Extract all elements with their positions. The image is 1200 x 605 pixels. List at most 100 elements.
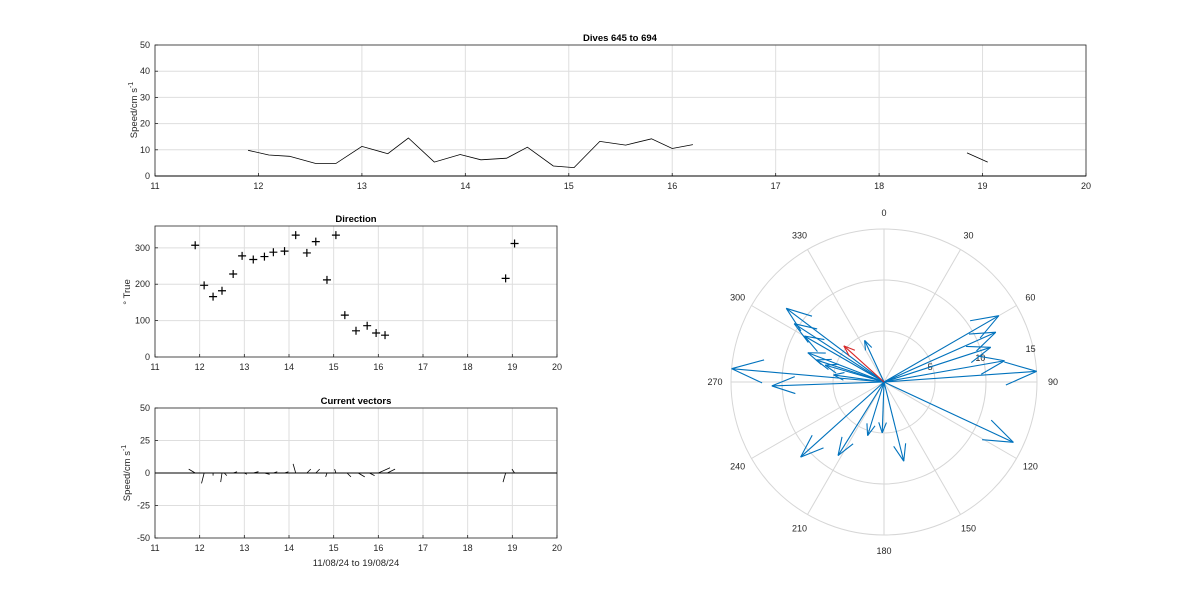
vector-stick xyxy=(358,472,365,478)
vector-stick xyxy=(315,468,320,474)
vectors-xtick-label: 15 xyxy=(329,543,339,553)
speed-xtick-label: 14 xyxy=(460,181,470,191)
vector-stick xyxy=(253,471,259,474)
vector-stick xyxy=(292,463,297,474)
compass-latest-arrow xyxy=(843,345,885,383)
arrow-head-barb xyxy=(843,345,856,351)
compass-angle-label: 60 xyxy=(1025,293,1035,303)
vector-stick xyxy=(306,468,312,474)
compass-spoke xyxy=(807,381,885,515)
compass-radius-label: 15 xyxy=(1026,344,1036,354)
compass-angle-label: 180 xyxy=(876,546,891,556)
arrow-head-barb xyxy=(800,447,824,458)
arrow-shaft xyxy=(883,381,905,462)
vector-stick xyxy=(284,471,289,474)
arrow-shaft xyxy=(807,352,885,383)
speed-ytick-label: 40 xyxy=(140,66,150,76)
arrow-shaft xyxy=(771,381,885,387)
vector-stick xyxy=(511,468,515,474)
vectors-ytick-label: -25 xyxy=(137,501,150,511)
arrow-head-barb xyxy=(893,445,905,462)
arrow-head-barb xyxy=(878,422,883,434)
direction-point-marker xyxy=(280,247,289,256)
arrow-head-barb xyxy=(793,323,809,343)
vectors-xtick-label: 17 xyxy=(418,543,428,553)
arrow-head-barb xyxy=(785,308,802,332)
arrow-head-barb xyxy=(816,358,832,361)
arrow-head-barb xyxy=(794,323,818,330)
direction-point-marker xyxy=(209,292,218,301)
speed-ytick-label: 0 xyxy=(145,171,150,181)
speed-xtick-label: 12 xyxy=(253,181,263,191)
compass-radius-label: 10 xyxy=(975,353,985,363)
direction-point-marker xyxy=(302,248,311,257)
direction-xtick-label: 16 xyxy=(373,362,383,372)
compass-arrow xyxy=(804,335,885,383)
arrow-shaft xyxy=(883,360,1005,383)
direction-point-marker xyxy=(200,281,209,290)
direction-point-marker xyxy=(291,231,300,240)
arrow-head-barb xyxy=(867,425,876,436)
direction-xtick-label: 15 xyxy=(329,362,339,372)
arrow-shaft xyxy=(883,381,1014,443)
vector-stick xyxy=(502,472,507,483)
direction-ytick-label: 300 xyxy=(135,243,150,253)
vector-stick xyxy=(264,472,270,475)
compass-arrow xyxy=(824,363,885,383)
arrow-shaft xyxy=(793,323,885,383)
direction-point-marker xyxy=(229,270,238,279)
compass-spoke xyxy=(883,381,1017,459)
arrow-shaft xyxy=(881,381,885,433)
direction-point-marker xyxy=(191,241,200,250)
arrow-head-barb xyxy=(800,435,813,458)
arrow-head-barb xyxy=(824,364,837,374)
direction-ytick-label: 0 xyxy=(145,352,150,362)
arrow-head-barb xyxy=(786,307,813,317)
vector-stick xyxy=(201,472,205,484)
vectors-xtick-label: 20 xyxy=(552,543,562,553)
arrow-head-barb xyxy=(1004,361,1037,372)
direction-xtick-label: 12 xyxy=(195,362,205,372)
compass-spoke xyxy=(883,381,961,515)
compass-arrow xyxy=(731,359,885,384)
arrow-head-barb xyxy=(881,422,887,434)
speed-xtick-label: 16 xyxy=(667,181,677,191)
direction-xtick-label: 14 xyxy=(284,362,294,372)
direction-panel-title: Direction xyxy=(335,214,376,225)
compass-arrow xyxy=(864,340,885,383)
direction-point-marker xyxy=(352,326,360,335)
arrow-head-barb xyxy=(903,443,907,462)
compass-arrow xyxy=(883,381,907,462)
direction-point-marker xyxy=(363,321,372,330)
arrow-head-barb xyxy=(833,372,845,376)
speed-timeseries-panel: 11 12 13 14 15 16 17 18 19 20 0 10 20 30 40 50 Dives 64… xyxy=(128,33,1091,191)
arrow-head-barb xyxy=(837,436,843,456)
compass-plot: 030609012015018021024027030033051015 xyxy=(707,208,1058,556)
compass-spoke xyxy=(883,249,961,383)
compass-arrow xyxy=(785,307,885,383)
direction-point-marker xyxy=(218,286,226,295)
arrow-shaft xyxy=(864,340,885,383)
arrow-shaft xyxy=(837,381,885,456)
direction-point-marker xyxy=(238,251,247,260)
direction-point-marker xyxy=(331,231,340,240)
compass-arrow xyxy=(883,361,1037,386)
vectors-panel-ylabel: Speed/cm s-1 xyxy=(121,445,133,502)
arrow-head-barb xyxy=(977,355,1005,362)
arrow-shaft xyxy=(883,346,991,383)
arrow-shaft xyxy=(867,381,885,436)
arrow-head-barb xyxy=(982,439,1014,443)
compass-arrow xyxy=(800,381,885,458)
arrow-head-barb xyxy=(966,345,991,348)
compass-arrow xyxy=(837,381,885,456)
direction-point-marker xyxy=(260,252,269,261)
speed-ytick-label: 30 xyxy=(140,92,150,102)
direction-xtick-label: 20 xyxy=(552,362,562,372)
direction-xtick-label: 11 xyxy=(150,362,159,372)
direction-xtick-label: 17 xyxy=(418,362,428,372)
arrow-head-barb xyxy=(815,359,829,371)
vector-stick xyxy=(378,467,391,474)
arrow-head-barb xyxy=(804,335,818,352)
compass-angle-label: 30 xyxy=(963,231,973,241)
